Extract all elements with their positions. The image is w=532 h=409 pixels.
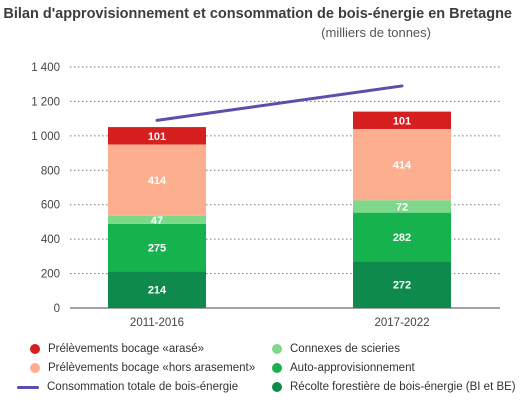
y-tick-label: 0 bbox=[54, 303, 60, 315]
y-tick-label: 800 bbox=[41, 165, 60, 177]
y-axis-ticks: 0 200 400 600 800 1 000 1 200 1 400 bbox=[31, 62, 60, 315]
y-tick-label: 400 bbox=[41, 234, 60, 246]
bar-value-label: 47 bbox=[151, 215, 163, 227]
bar-value-label: 414 bbox=[393, 160, 412, 172]
bar-segment bbox=[108, 223, 206, 272]
chart-title: Bilan d'approvisionnement et consommatio… bbox=[3, 6, 512, 22]
y-tick-label: 1 400 bbox=[31, 62, 60, 74]
bar-segment bbox=[353, 128, 451, 201]
bar-value-label: 214 bbox=[148, 285, 167, 297]
bar-value-label: 72 bbox=[396, 201, 408, 213]
consumption-line-group bbox=[155, 84, 404, 122]
bars: 214 275 47 414 101 272 282 72 414 101 bbox=[108, 111, 451, 308]
bar-segment bbox=[353, 200, 451, 213]
chart-subtitle: (milliers de tonnes) bbox=[321, 25, 431, 40]
bar-value-label: 282 bbox=[393, 232, 411, 244]
bar-value-label: 101 bbox=[148, 131, 166, 143]
bar-segment bbox=[108, 215, 206, 224]
x-tick-label: 2011-2016 bbox=[130, 317, 184, 329]
x-axis-ticks: 2011-2016 2017-2022 bbox=[130, 317, 430, 329]
y-tick-label: 200 bbox=[41, 269, 60, 281]
bar-segment bbox=[353, 212, 451, 262]
bar-segment bbox=[108, 127, 206, 145]
bar-segment bbox=[353, 111, 451, 129]
x-tick-label: 2017-2022 bbox=[375, 317, 430, 329]
y-tick-label: 1 200 bbox=[31, 96, 60, 108]
y-tick-label: 600 bbox=[41, 200, 60, 212]
bar-value-label: 272 bbox=[393, 280, 411, 292]
bar-segment bbox=[108, 271, 206, 308]
bar-value-label: 101 bbox=[393, 115, 411, 127]
y-tick-label: 1 000 bbox=[31, 131, 60, 143]
consumption-line bbox=[155, 84, 404, 122]
bar-segment bbox=[353, 261, 451, 308]
bar-segment bbox=[108, 144, 206, 216]
bar-value-label: 414 bbox=[148, 175, 167, 187]
bar-value-label: 275 bbox=[148, 242, 166, 254]
